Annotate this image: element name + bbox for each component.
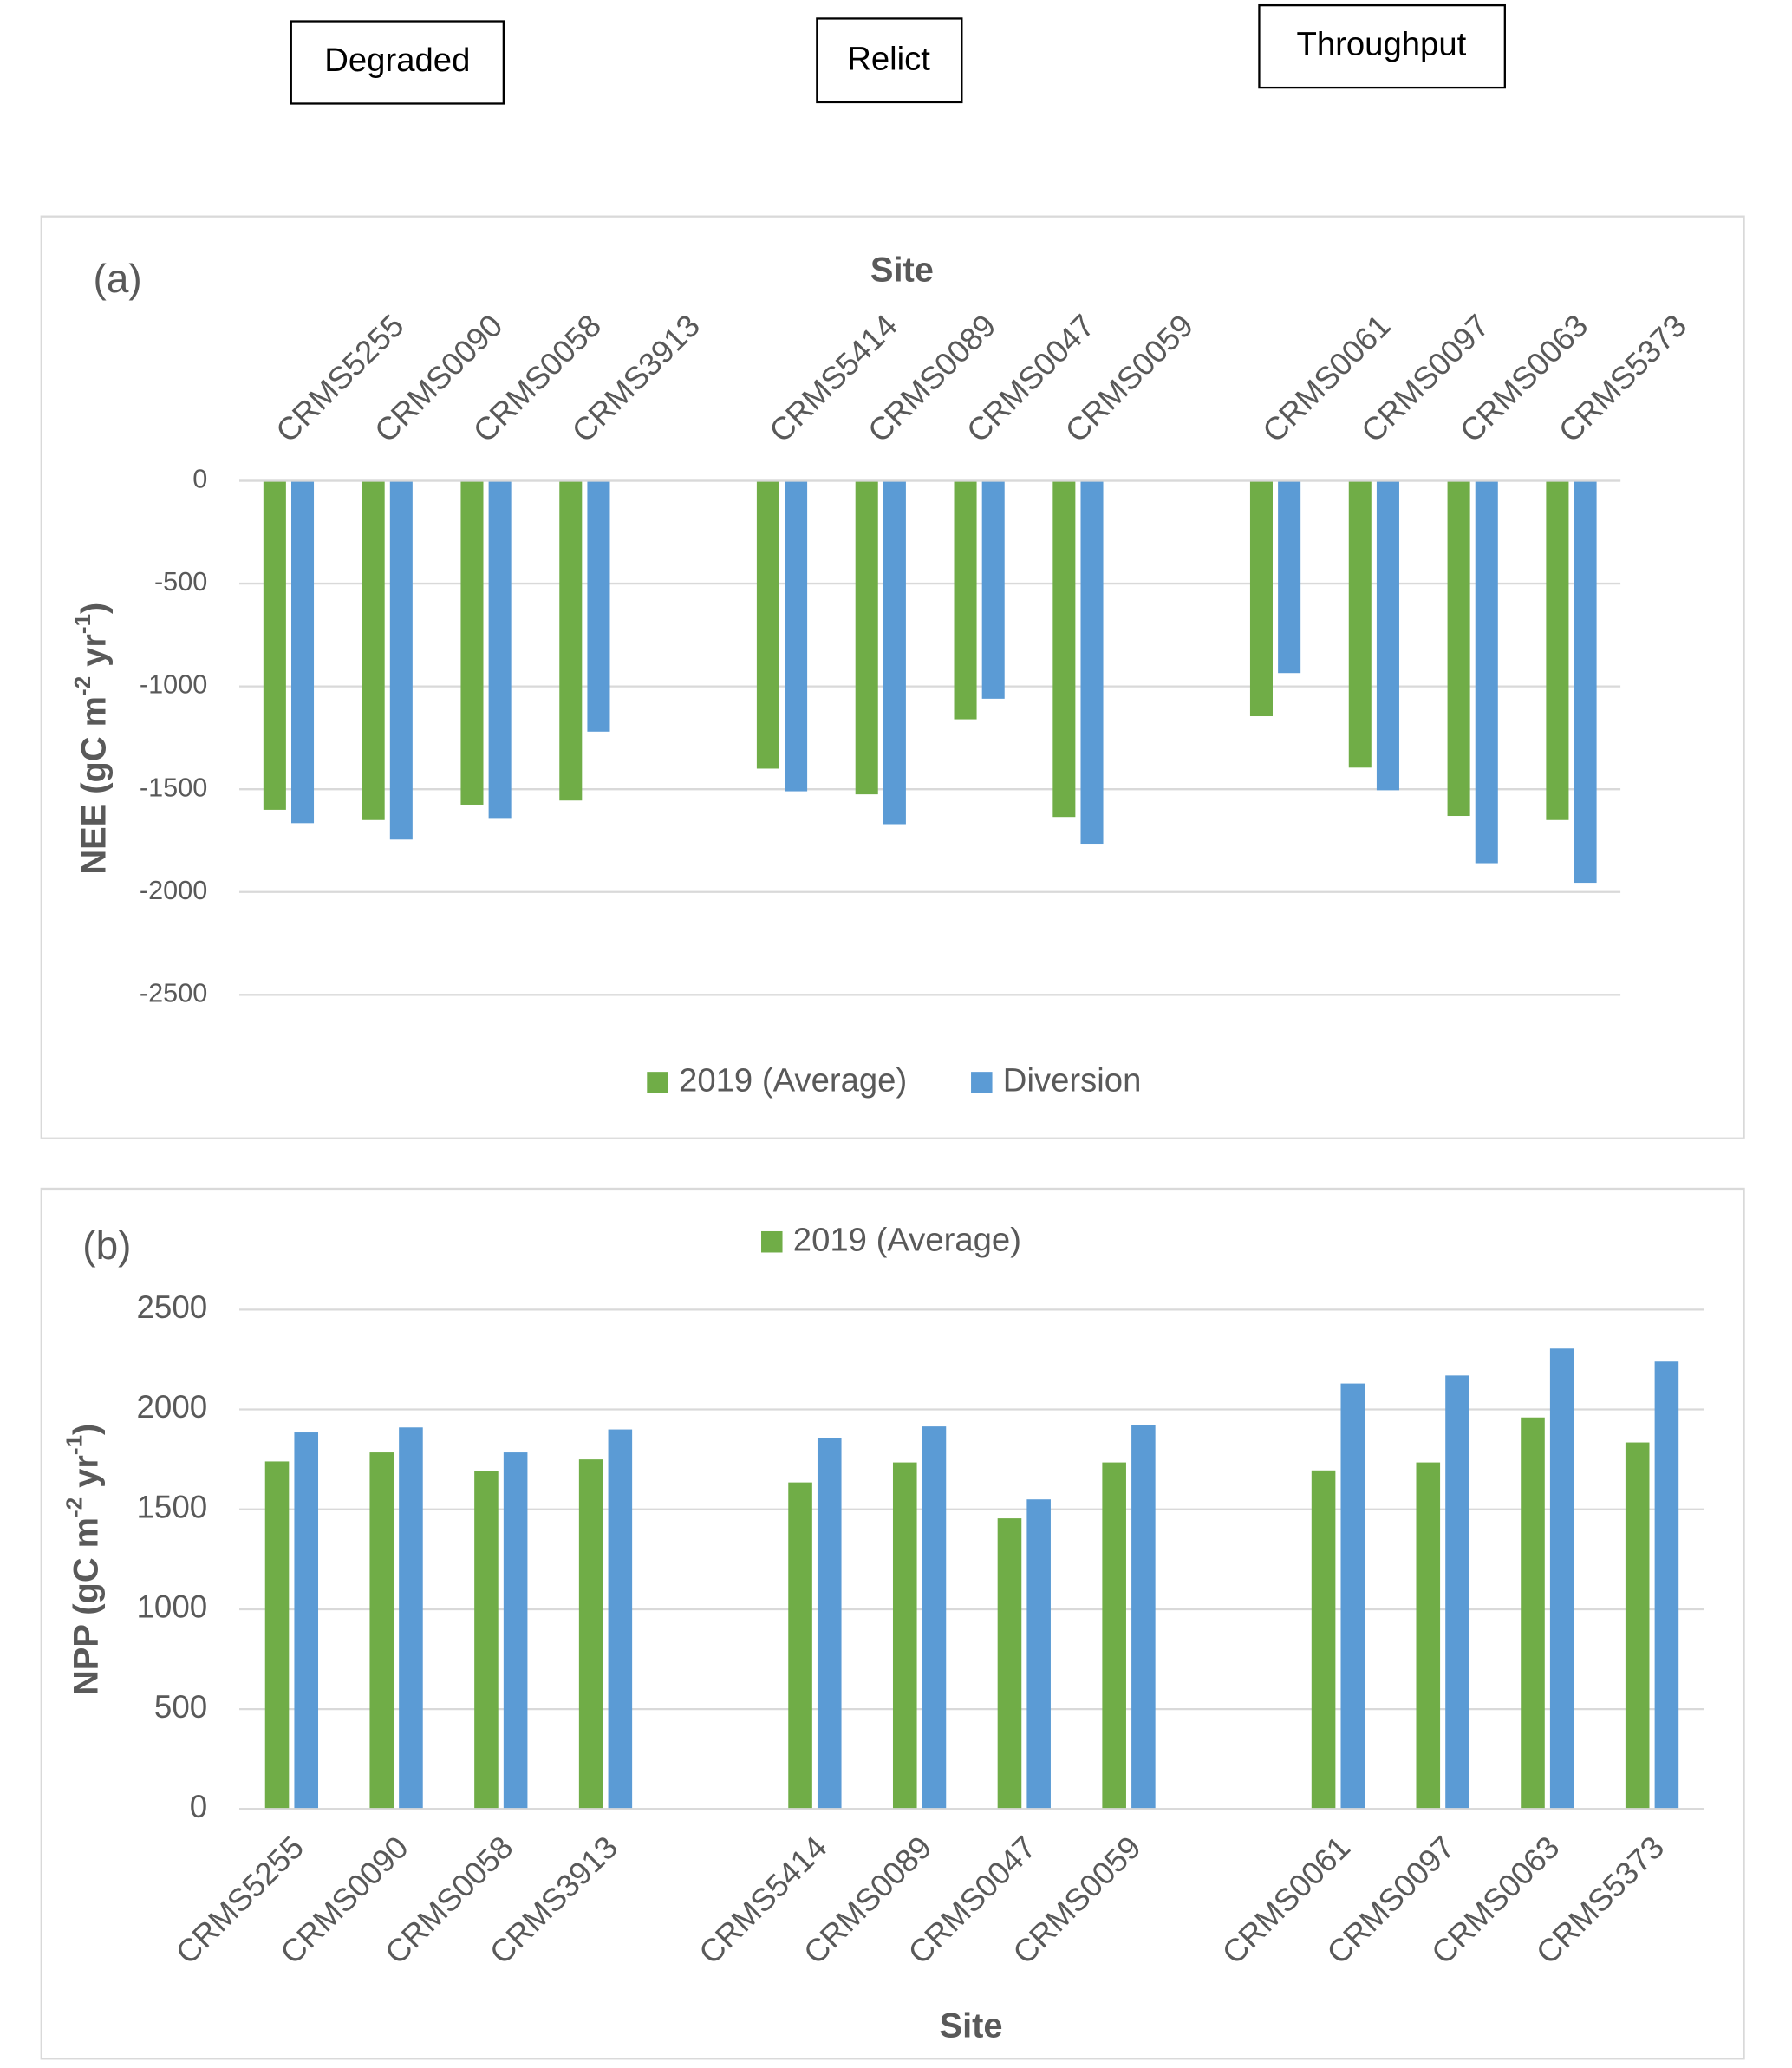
bar: [488, 480, 512, 819]
bar: [1340, 1383, 1365, 1810]
bar: [997, 1518, 1022, 1810]
bar: [1131, 1425, 1156, 1810]
bar: [369, 1452, 394, 1810]
bar: [1574, 480, 1597, 884]
y-axis-title-part: -2: [69, 676, 95, 696]
bar: [1249, 480, 1273, 717]
bar: [294, 1432, 319, 1810]
y-tick-label: 500: [154, 1689, 207, 1725]
bar: [1447, 480, 1470, 817]
bar: [1445, 1375, 1469, 1810]
bar: [954, 480, 977, 720]
bar: [1546, 480, 1569, 820]
y-tick-label: 1000: [137, 1589, 208, 1625]
bar: [264, 1461, 290, 1810]
y-tick-label: -1500: [140, 773, 207, 802]
bar: [1625, 1442, 1650, 1810]
bar: [1052, 480, 1076, 818]
bar: [399, 1427, 423, 1810]
bar: [559, 480, 583, 801]
legend-label: 2019 (Average): [793, 1221, 1021, 1258]
y-axis-title: NEE (gC m-2 yr-1): [69, 603, 113, 875]
legend-label: 2019 (Average): [679, 1062, 907, 1099]
x-axis-title: Site: [940, 2007, 1003, 2045]
bar: [290, 480, 315, 824]
bar: [474, 1471, 499, 1810]
bar: [587, 480, 610, 732]
bar: [460, 480, 484, 805]
bar: [1102, 1462, 1126, 1810]
bar: [756, 480, 779, 769]
y-tick-label: -2500: [140, 978, 207, 1008]
y-tick-label: 2000: [137, 1389, 208, 1425]
bar: [263, 480, 286, 810]
bar: [1376, 480, 1399, 791]
y-tick-label: 2500: [137, 1289, 208, 1325]
y-tick-label: 0: [192, 465, 207, 494]
legend-swatch: [761, 1230, 783, 1253]
y-axis-title-part: ): [67, 1424, 105, 1435]
legend-swatch: [647, 1072, 668, 1093]
panel-label: (b): [82, 1223, 131, 1268]
y-axis-title-part: -2: [61, 1497, 87, 1517]
y-axis-title-part: NEE (gC m: [75, 696, 113, 875]
y-tick-label: 0: [190, 1789, 207, 1824]
bar: [788, 1482, 812, 1810]
y-tick-label: 1500: [137, 1489, 208, 1524]
y-tick-label: -500: [154, 567, 207, 597]
bar: [389, 480, 413, 840]
bar: [1278, 480, 1301, 674]
chart-frame: [40, 215, 1745, 1139]
legend-swatch: [971, 1072, 993, 1093]
group-label: Degraded: [324, 42, 470, 79]
group-box: [816, 17, 963, 104]
bar: [817, 1438, 842, 1810]
bar: [608, 1429, 633, 1810]
bar: [892, 1462, 917, 1810]
y-axis-title-part: yr: [67, 1455, 105, 1497]
bar: [1475, 480, 1498, 864]
bar: [1416, 1462, 1441, 1810]
group-box: [1258, 3, 1506, 89]
bar: [1654, 1361, 1679, 1810]
y-axis-title-part: ): [75, 603, 113, 614]
legend-label: Diversion: [1003, 1062, 1142, 1099]
y-tick-label: -2000: [140, 876, 207, 905]
group-label: Relict: [847, 41, 930, 78]
bar: [922, 1426, 947, 1810]
y-axis-title-part: -1: [69, 614, 95, 634]
panel-label: (a): [94, 256, 142, 301]
bar: [1311, 1470, 1336, 1810]
bar: [883, 480, 906, 825]
bar: [1521, 1417, 1545, 1810]
bar: [785, 480, 808, 792]
y-axis-title-part: yr: [75, 634, 113, 676]
bar: [981, 480, 1005, 699]
y-tick-label: -1000: [140, 670, 207, 700]
bar: [362, 480, 385, 820]
bar: [578, 1459, 603, 1810]
bar: [503, 1452, 528, 1810]
bar: [855, 480, 878, 795]
bar: [1080, 480, 1104, 845]
group-box: [290, 20, 505, 105]
bar: [1026, 1499, 1051, 1810]
bar: [1549, 1348, 1574, 1810]
x-axis-title: Site: [870, 251, 934, 290]
y-axis-title: NPP (gC m-2 yr-1): [61, 1424, 104, 1695]
y-axis-title-part: -1: [61, 1435, 87, 1455]
bar: [1348, 480, 1372, 768]
y-axis-title-part: NPP (gC m: [67, 1517, 105, 1695]
chart-frame: [40, 1187, 1745, 2060]
group-label: Throughput: [1296, 26, 1466, 63]
